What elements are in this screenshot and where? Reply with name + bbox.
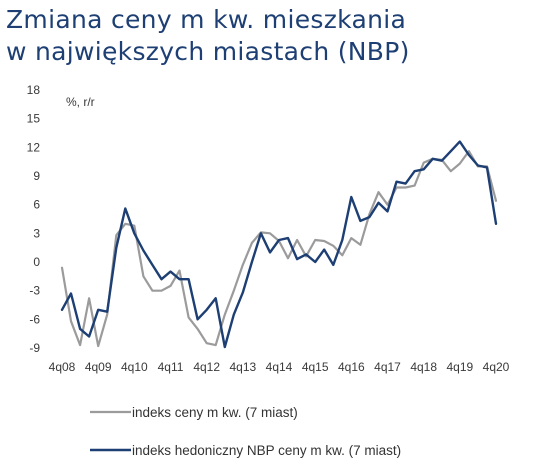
y-tick-label: 3 <box>33 226 40 240</box>
y-axis: -9 -6 -3 0 3 6 9 12 15 18 <box>27 83 41 355</box>
legend-label: indeks ceny m kw. (7 miast) <box>132 405 298 420</box>
x-tick-label: 4q14 <box>266 360 293 374</box>
x-tick-label: 4q09 <box>85 360 112 374</box>
y-tick-label: 18 <box>27 83 41 97</box>
chart-title-line-2: w największych miastach (NBP) <box>6 37 410 66</box>
chart-title-line-1: Zmiana ceny m kw. mieszkania <box>6 5 407 34</box>
series-line-navy <box>60 140 498 349</box>
x-tick-label: 4q10 <box>121 360 148 374</box>
y-tick-label: 15 <box>27 112 41 126</box>
series-line-gray <box>60 150 498 348</box>
x-tick-label: 4q19 <box>446 360 473 374</box>
legend-label: indeks hedoniczny NBP ceny m kw. (7 mias… <box>132 443 401 458</box>
x-tick-label: 4q11 <box>158 360 184 374</box>
x-tick-label: 4q16 <box>338 360 365 374</box>
series-lines <box>60 140 498 349</box>
y-tick-label: 0 <box>33 255 40 269</box>
x-tick-label: 4q12 <box>193 360 220 374</box>
x-tick-label: 4q13 <box>229 360 256 374</box>
x-tick-label: 4q17 <box>374 360 401 374</box>
y-tick-label: 6 <box>33 198 40 212</box>
chart-title: Zmiana ceny m kw. mieszkania w największ… <box>6 4 410 68</box>
y-tick-label: -6 <box>29 312 40 326</box>
y-tick-label: 12 <box>27 140 41 154</box>
y-tick-label: -3 <box>29 284 40 298</box>
x-tick-label: 4q15 <box>302 360 329 374</box>
y-tick-label: -9 <box>29 341 40 355</box>
x-axis: 4q08 4q09 4q10 4q11 4q12 4q13 4q14 4q15 4q16 4q17… <box>49 360 510 374</box>
y-tick-label: 9 <box>33 169 40 183</box>
x-tick-label: 4q20 <box>483 360 510 374</box>
x-tick-label: 4q08 <box>49 360 76 374</box>
x-tick-label: 4q18 <box>410 360 437 374</box>
legend: indeks ceny m kw. (7 miast) indeks hedoni… <box>90 405 401 458</box>
y-axis-unit-label: %, r/r <box>66 95 95 109</box>
